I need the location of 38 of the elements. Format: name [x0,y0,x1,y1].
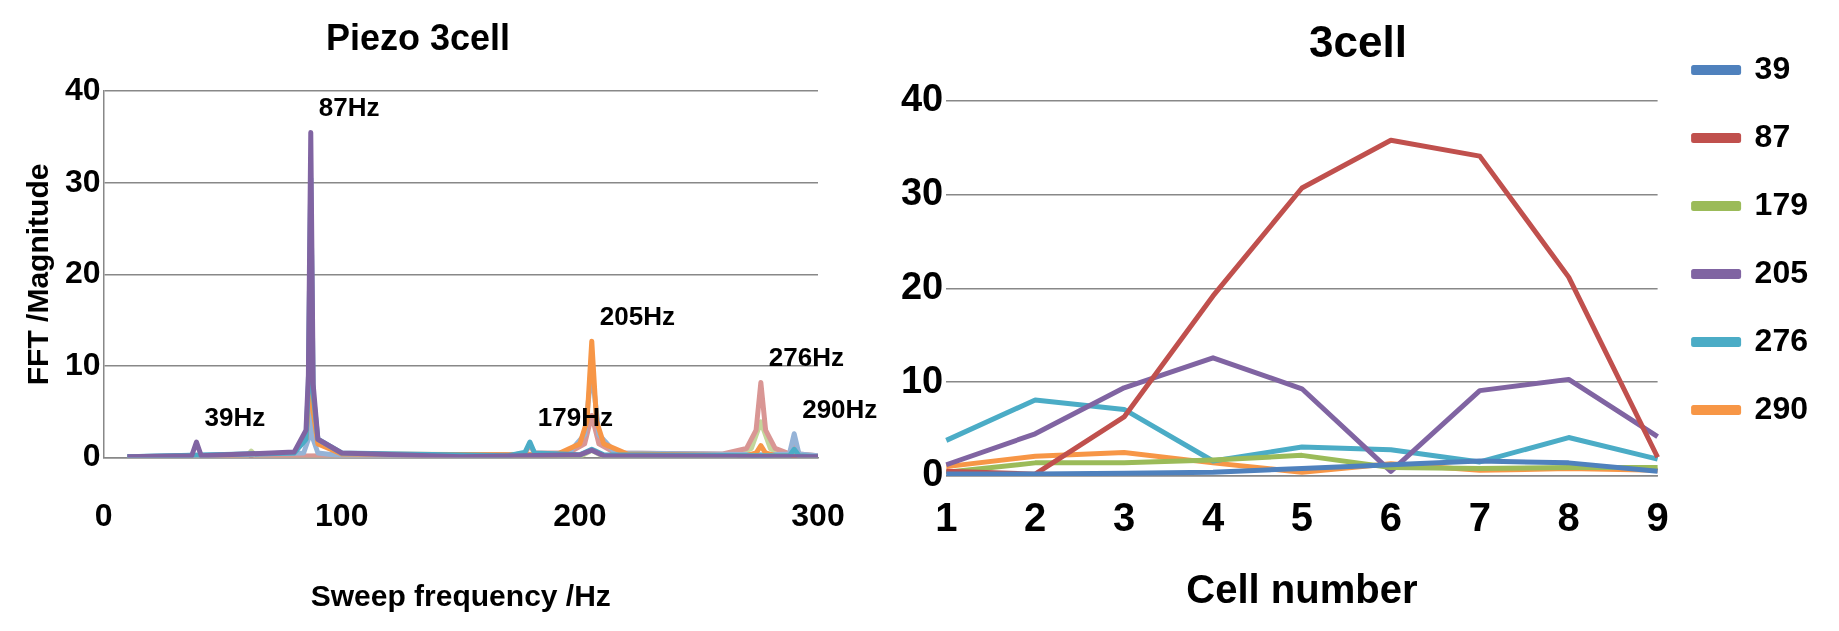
y-tick-label: 30 [900,171,944,214]
x-tick-label: 6 [1379,495,1402,540]
y-tick-label: 30 [65,162,101,199]
x-tick-label: 9 [1646,495,1669,540]
legend-label: 87 [1754,117,1791,154]
chart-title: 3cell [1309,16,1407,66]
annotation: 205Hz [599,301,675,332]
annotation: 87Hz [318,92,380,123]
x-tick-label: 7 [1468,495,1491,540]
x-tick-label: 1 [935,495,958,540]
y-tick-label: 20 [65,254,101,291]
x-tick-label: 3 [1112,495,1136,540]
x-tick-label: 300 [791,496,845,533]
chart-title: Piezo 3cell [325,16,511,58]
x-axis-title: Cell number [1186,567,1418,612]
y-axis-title: FFT /Magnitude [21,163,55,386]
y-tick-label: 40 [900,77,944,120]
x-axis-title: Sweep frequency /Hz [310,579,611,613]
y-tick-label: 10 [65,345,101,382]
legend-label: 205 [1754,253,1808,290]
x-tick-label: 100 [315,496,369,533]
x-tick-label: 8 [1557,495,1580,540]
annotation: 39Hz [204,402,266,433]
x-tick-label: 200 [553,496,607,533]
y-tick-label: 0 [82,437,101,474]
legend-label: 39 [1754,49,1791,86]
legend-label: 276 [1754,321,1808,358]
y-tick-label: 0 [922,452,944,495]
x-tick-label: 2 [1024,495,1047,540]
legend-label: 179 [1754,185,1808,222]
annotation: 290Hz [802,393,878,424]
x-tick-label: 4 [1201,495,1225,540]
legend-label: 290 [1754,389,1808,426]
y-tick-label: 20 [900,264,944,307]
y-tick-label: 40 [65,71,101,108]
annotation: 276Hz [768,342,844,373]
y-tick-label: 10 [900,358,944,401]
x-tick-label: 5 [1290,495,1314,540]
